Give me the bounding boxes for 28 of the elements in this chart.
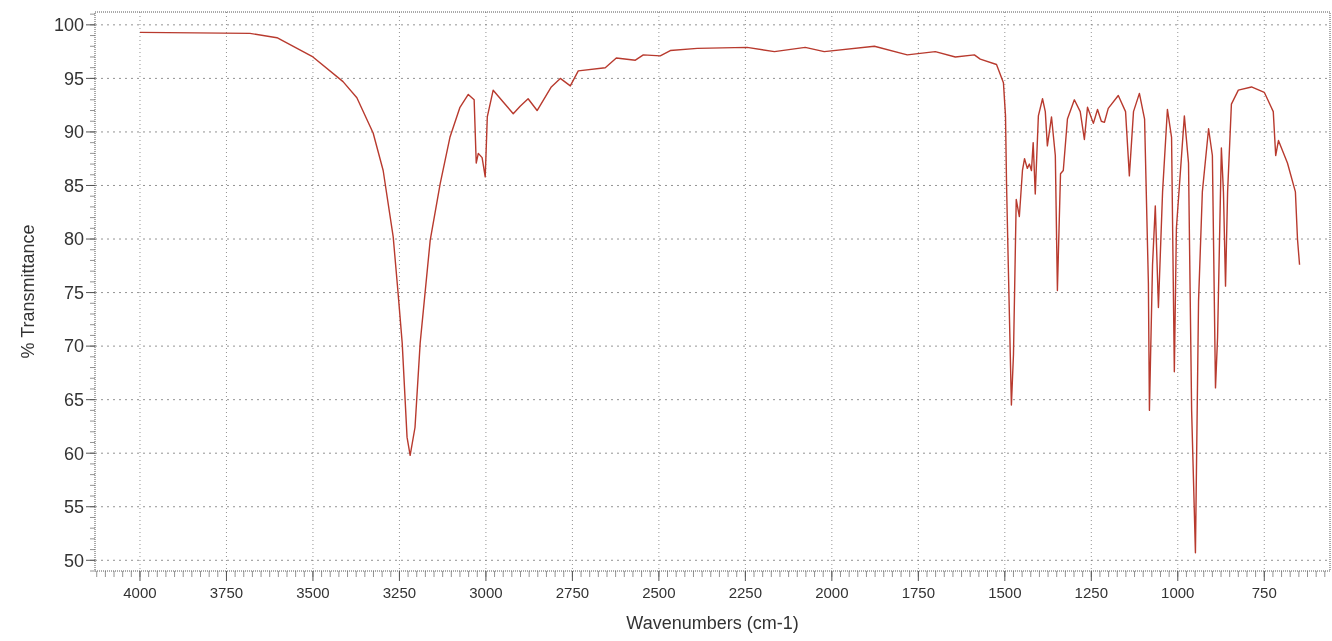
- x-tick-label: 3500: [296, 584, 330, 601]
- y-tick-label: 60: [63, 443, 84, 464]
- line-series: [139, 31, 1301, 554]
- x-tick-label: 3250: [382, 584, 417, 601]
- x-tick-label: 2000: [815, 584, 849, 601]
- y-tick-label: 55: [63, 497, 84, 518]
- x-tick-label: 1750: [901, 584, 936, 601]
- x-tick-label: 2500: [642, 584, 676, 601]
- x-tick-label: 1250: [1074, 584, 1108, 601]
- y-tick-label: 100: [53, 15, 84, 36]
- y-tick-label: 85: [63, 175, 84, 196]
- y-tick-label: 65: [63, 389, 84, 410]
- x-tick-label: 3000: [469, 584, 503, 601]
- y-tick-label: 70: [63, 336, 84, 357]
- x-tick-label: 4000: [123, 584, 157, 601]
- y-axis-title: % Transmittance: [18, 224, 38, 359]
- x-tick-label: 1000: [1161, 584, 1195, 601]
- y-tick-label: 90: [63, 122, 84, 143]
- x-tick-label: 750: [1251, 584, 1277, 601]
- y-tick-label: 80: [63, 229, 84, 250]
- x-tick-label: 2750: [555, 584, 590, 601]
- x-tick-label: 2250: [728, 584, 763, 601]
- x-axis-title: Wavenumbers (cm-1): [626, 613, 799, 633]
- x-tick-label: 1500: [988, 584, 1022, 601]
- y-tick-label: 75: [63, 282, 84, 303]
- y-tick-label: 50: [63, 550, 84, 571]
- y-tick-label: 95: [63, 68, 84, 89]
- x-tick-label: 3750: [209, 584, 244, 601]
